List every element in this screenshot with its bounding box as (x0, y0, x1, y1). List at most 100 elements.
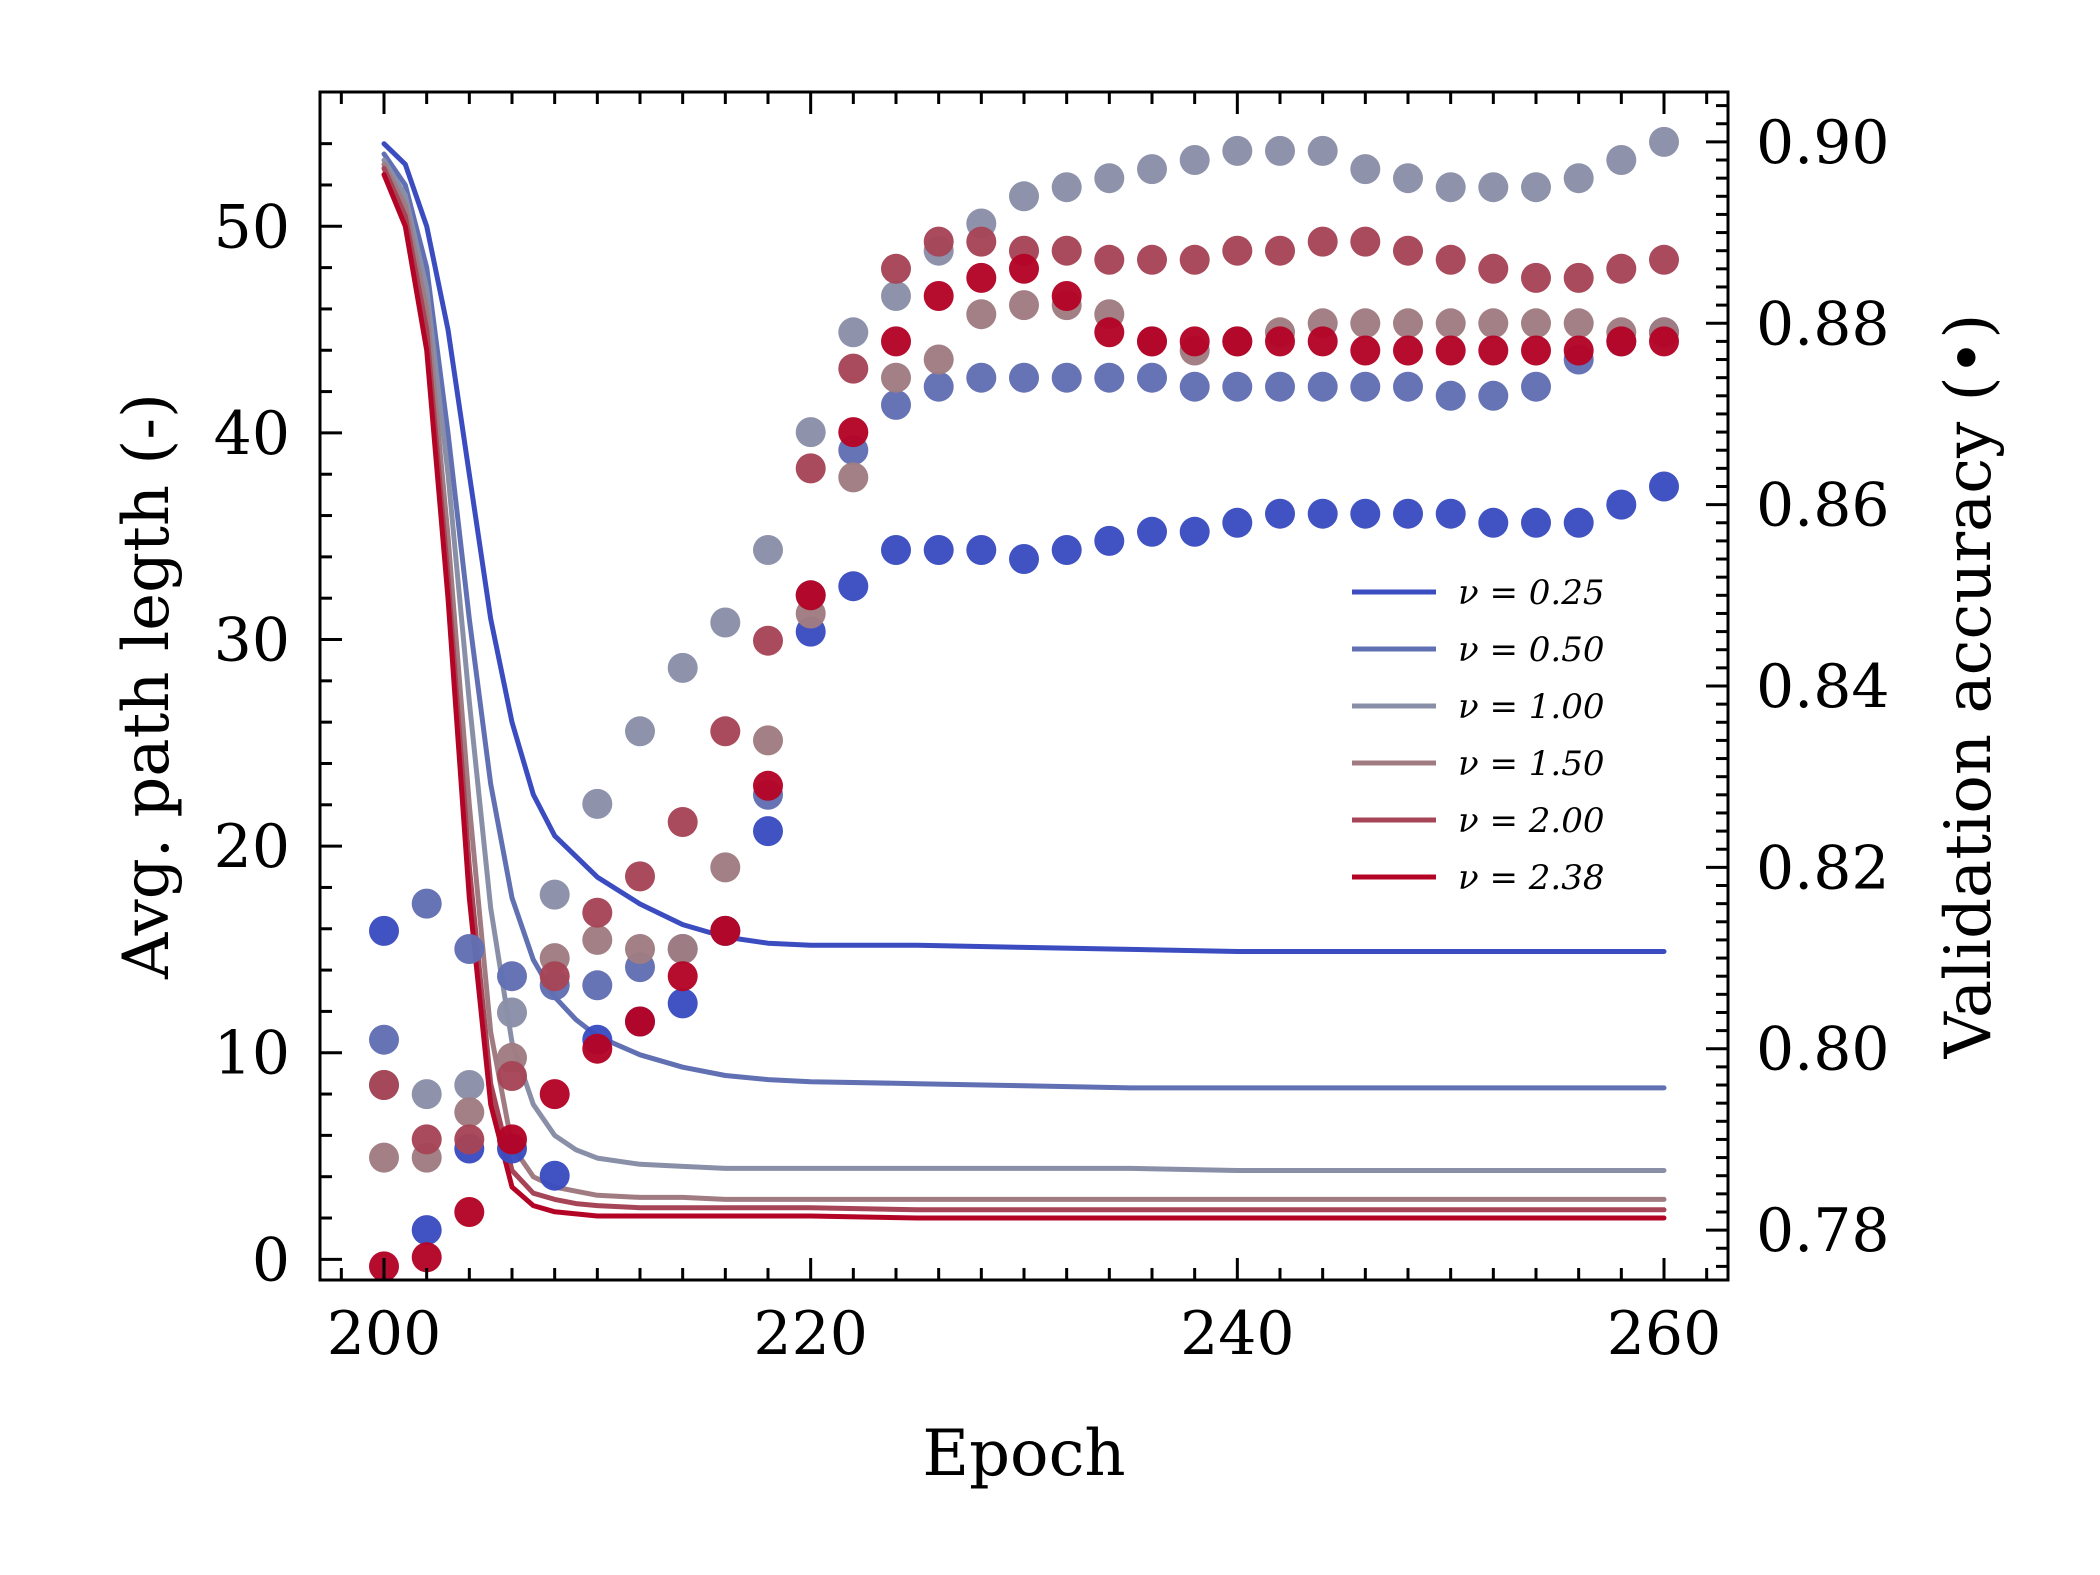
accuracy-point-s1-27 (1521, 371, 1551, 402)
accuracy-point-s5-3 (497, 1124, 527, 1155)
accuracy-point-s0-29 (1606, 489, 1637, 520)
accuracy-point-s2-15 (1009, 181, 1039, 212)
accuracy-point-s5-13 (923, 281, 954, 311)
accuracy-point-s0-22 (1307, 498, 1338, 529)
y-right-axis-title: Validation accuracy (•) (1932, 314, 2006, 1060)
accuracy-point-s2-7 (667, 652, 698, 683)
accuracy-point-s2-24 (1393, 163, 1423, 194)
accuracy-point-s4-3 (497, 1061, 527, 1091)
accuracy-point-s2-10 (795, 417, 826, 448)
tick-labels: 200 220 240 260 0 10 20 30 40 50 0.78 0.80 0.82 0.84 0… (214, 108, 1890, 1369)
accuracy-point-s0-16 (1051, 535, 1082, 565)
accuracy-point-s1-16 (1051, 362, 1082, 393)
y-left-tick-label-1: 10 (214, 1019, 290, 1089)
accuracy-point-s1-21 (1265, 371, 1295, 402)
accuracy-point-s3-28 (1563, 308, 1594, 339)
accuracy-point-s2-20 (1222, 135, 1253, 166)
y-right-tick-label-5: 0.88 (1756, 289, 1890, 359)
accuracy-point-s5-29 (1606, 326, 1637, 357)
accuracy-point-s0-27 (1521, 507, 1551, 538)
path-length-line-5 (381, 172, 1667, 1221)
accuracy-point-s3-14 (966, 299, 997, 330)
accuracy-point-s0-24 (1393, 498, 1423, 529)
accuracy-point-s4-25 (1435, 244, 1466, 275)
accuracy-point-s1-13 (923, 371, 954, 402)
accuracy-point-s4-13 (923, 226, 954, 257)
x-axis-title: Epoch (922, 1417, 1125, 1491)
accuracy-point-s0-19 (1179, 516, 1210, 547)
accuracy-point-s2-29 (1606, 145, 1637, 175)
accuracy-point-s4-18 (1137, 244, 1167, 275)
accuracy-point-s0-28 (1563, 507, 1594, 538)
accuracy-point-s5-14 (966, 262, 997, 293)
accuracy-point-s1-23 (1350, 371, 1381, 402)
accuracy-point-s5-15 (1009, 253, 1039, 284)
legend-label-0: ν = 0.25 (1458, 573, 1604, 613)
accuracy-point-s2-28 (1563, 163, 1594, 194)
accuracy-point-s2-18 (1137, 154, 1167, 185)
path-length-line-3 (381, 161, 1667, 1202)
accuracy-point-s4-1 (411, 1124, 442, 1155)
x-tick-label-0: 200 (327, 1299, 442, 1369)
legend-label-1: ν = 0.50 (1458, 630, 1604, 670)
accuracy-point-s3-9 (753, 725, 783, 756)
path-length-line-0 (381, 141, 1667, 954)
accuracy-point-s1-12 (881, 389, 911, 420)
accuracy-point-s1-15 (1009, 362, 1039, 393)
accuracy-point-s5-18 (1137, 326, 1167, 357)
accuracy-point-s0-1 (411, 1215, 442, 1246)
accuracy-point-s2-2 (454, 1070, 485, 1100)
accuracy-point-s4-9 (753, 625, 783, 656)
accuracy-point-s4-19 (1179, 244, 1210, 275)
accuracy-point-s3-2 (454, 1097, 485, 1128)
legend-label-3: ν = 1.50 (1458, 744, 1604, 784)
accuracy-point-s1-3 (497, 961, 527, 992)
y-left-tick-label-4: 40 (214, 399, 290, 469)
accuracy-point-s0-15 (1009, 544, 1039, 574)
accuracy-point-s2-12 (881, 281, 911, 311)
accuracy-point-s2-25 (1435, 172, 1466, 203)
accuracy-point-s1-26 (1478, 380, 1509, 411)
y-left-tick-label-2: 20 (214, 812, 290, 882)
accuracy-point-s0-26 (1478, 507, 1509, 538)
accuracy-point-s4-26 (1478, 253, 1509, 284)
y-left-tick-label-0: 0 (252, 1225, 290, 1295)
x-tick-label-3: 260 (1607, 1299, 1722, 1369)
plot-area (369, 126, 1679, 1282)
x-tick-label-1: 220 (753, 1299, 868, 1369)
accuracy-point-s2-3 (497, 997, 527, 1028)
accuracy-point-s1-24 (1393, 371, 1423, 402)
accuracy-point-s5-5 (582, 1033, 613, 1064)
accuracy-point-s2-17 (1094, 163, 1125, 194)
accuracy-point-s2-16 (1051, 172, 1082, 203)
path-length-line-2 (381, 157, 1667, 1173)
accuracy-point-s3-6 (625, 934, 655, 964)
y-right-tick-label-4: 0.86 (1756, 471, 1890, 541)
accuracy-point-s1-25 (1435, 380, 1466, 411)
accuracy-point-s5-8 (710, 915, 741, 946)
accuracy-point-s1-19 (1179, 371, 1210, 402)
x-tick-label-2: 240 (1180, 1299, 1295, 1369)
accuracy-point-s2-21 (1265, 135, 1295, 166)
accuracy-point-s0-21 (1265, 498, 1295, 529)
y-right-tick-label-3: 0.84 (1756, 652, 1890, 722)
accuracy-point-s0-13 (923, 535, 954, 565)
accuracy-point-s1-1 (411, 888, 442, 919)
accuracy-point-s1-0 (369, 1024, 399, 1055)
accuracy-point-s0-9 (753, 816, 783, 847)
accuracy-point-s5-30 (1649, 326, 1679, 357)
accuracy-point-s4-22 (1307, 226, 1338, 257)
accuracy-point-s1-2 (454, 934, 485, 964)
accuracy-point-s4-11 (838, 353, 869, 384)
accuracy-point-s2-11 (838, 317, 869, 348)
accuracy-point-s1-5 (582, 970, 613, 1001)
accuracy-point-s4-6 (625, 861, 655, 892)
legend-label-5: ν = 2.38 (1458, 858, 1604, 898)
y-right-tick-label-1: 0.80 (1756, 1015, 1890, 1085)
accuracy-point-s5-10 (795, 580, 826, 611)
accuracy-point-s5-22 (1307, 326, 1338, 357)
accuracy-point-s2-23 (1350, 154, 1381, 185)
accuracy-point-s5-7 (667, 961, 698, 992)
accuracy-point-s4-21 (1265, 235, 1295, 266)
